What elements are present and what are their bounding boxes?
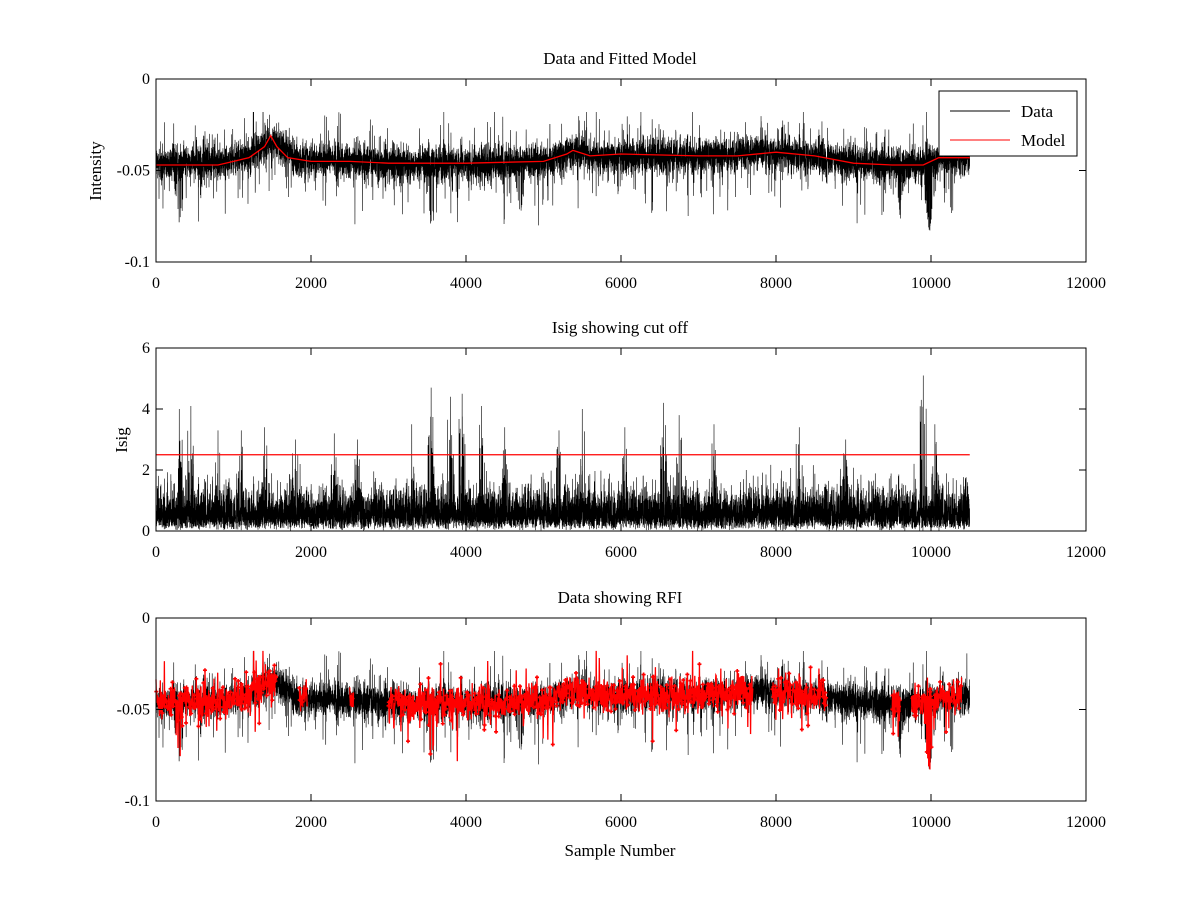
panel-3-plot-area: 0 2000 4000 6000 8000 10000 12000 -0.1 -0.05 0 [117, 610, 1106, 831]
x-tick-label: 12000 [1066, 814, 1106, 831]
x-tick-label: 4000 [450, 275, 482, 292]
y-tick-label: 0 [142, 523, 150, 540]
panel-2-ylabel: Isig [112, 427, 131, 453]
x-tick-label: 2000 [295, 275, 327, 292]
series-isig-line [155, 375, 970, 531]
x-tick-label: 10000 [911, 814, 951, 831]
y-tick-label: 0 [142, 71, 150, 88]
x-tick-label: 8000 [760, 275, 792, 292]
panel-1-title: Data and Fitted Model [543, 49, 697, 68]
panel-isig-showing-cut-off: Isig showing cut off Isig 0 2000 4000 6000 8… [112, 318, 1106, 561]
series-data-line [155, 111, 970, 231]
y-tick-label: 6 [142, 340, 150, 357]
y-tick-label: 2 [142, 462, 150, 479]
panel-1-plot-area: 0 2000 4000 6000 8000 10000 12000 -0.1 -0.05 0 [117, 71, 1106, 292]
x-tick-label: 4000 [450, 544, 482, 561]
panel-2-title: Isig showing cut off [552, 318, 688, 337]
series-model-line [156, 134, 970, 166]
legend-label-model: Model [1021, 131, 1066, 150]
y-tick-label: 0 [142, 610, 150, 627]
axes-frame: 0 2000 4000 6000 8000 10000 12000 0 2 4 6 [142, 340, 1106, 561]
panel-data-and-fitted-model: Data and Fitted Model Intensity 0 2000 400… [86, 49, 1106, 292]
panel-2-plot-area: 0 2000 4000 6000 8000 10000 12000 0 2 4 6 [142, 340, 1106, 561]
y-tick-label: -0.05 [117, 163, 150, 180]
x-tick-label: 0 [152, 814, 160, 831]
y-tick-label: -0.1 [125, 254, 150, 271]
x-tick-label: 12000 [1066, 275, 1106, 292]
panel-3-title: Data showing RFI [558, 588, 683, 607]
panel-3-xlabel: Sample Number [565, 841, 676, 860]
x-tick-label: 2000 [295, 544, 327, 561]
x-tick-label: 6000 [605, 544, 637, 561]
x-tick-label: 12000 [1066, 544, 1106, 561]
x-tick-label: 8000 [760, 814, 792, 831]
x-tick-label: 2000 [295, 814, 327, 831]
legend-label-data: Data [1021, 102, 1054, 121]
panel-data-showing-rfi: Data showing RFI Sample Number 0 2000 4000… [117, 588, 1106, 860]
legend-box [938, 90, 1078, 157]
panel-1-ylabel: Intensity [86, 141, 105, 201]
x-tick-label: 6000 [605, 275, 637, 292]
x-tick-label: 0 [152, 275, 160, 292]
x-tick-label: 10000 [911, 275, 951, 292]
y-tick-label: -0.05 [117, 702, 150, 719]
x-tick-label: 10000 [911, 544, 951, 561]
x-tick-label: 6000 [605, 814, 637, 831]
y-tick-label: 4 [142, 401, 150, 418]
legend: Data Model [938, 90, 1078, 157]
x-tick-label: 4000 [450, 814, 482, 831]
x-tick-label: 8000 [760, 544, 792, 561]
axes-frame: 0 2000 4000 6000 8000 10000 12000 -0.1 -0.05 0 [117, 71, 1106, 292]
x-tick-label: 0 [152, 544, 160, 561]
axes-frame: 0 2000 4000 6000 8000 10000 12000 -0.1 -0.05 0 [117, 610, 1106, 831]
y-tick-label: -0.1 [125, 793, 150, 810]
